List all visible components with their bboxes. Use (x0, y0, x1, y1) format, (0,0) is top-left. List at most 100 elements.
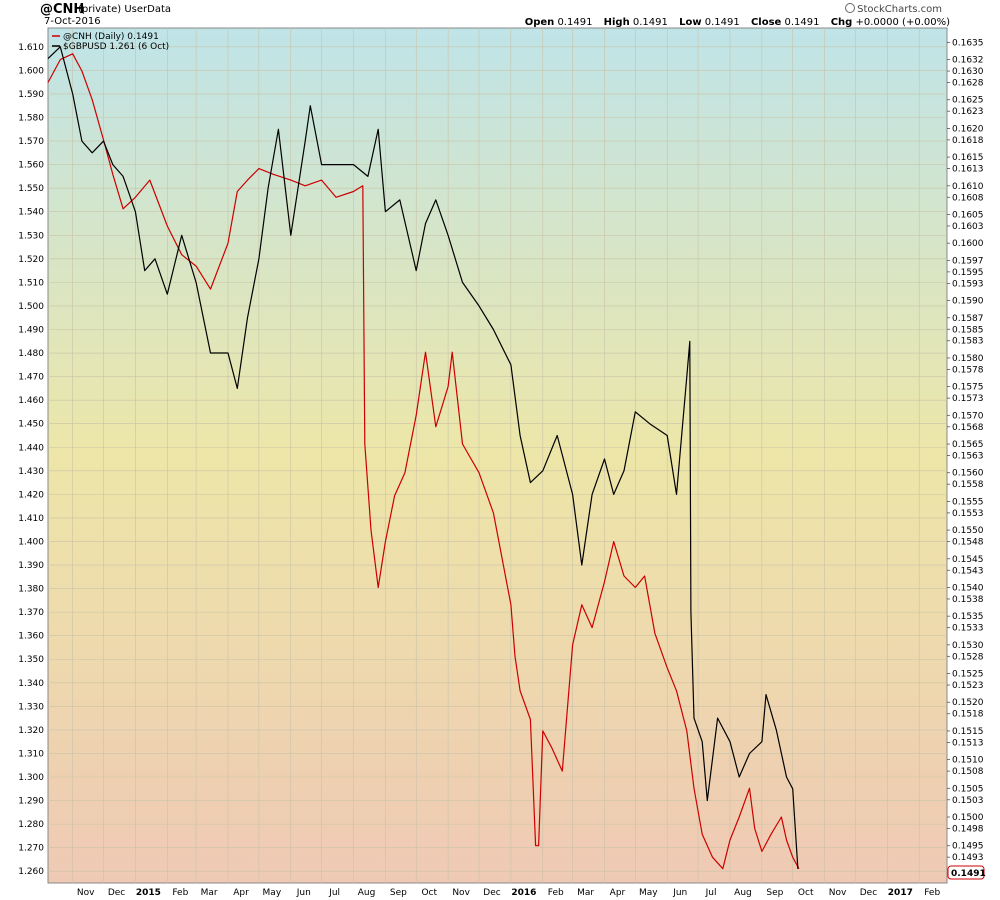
series-layer (47, 46, 800, 870)
x-tick-label: Nov (77, 888, 95, 898)
right-tick-label: 0.1500 (952, 813, 984, 823)
right-tick-label: 0.1583 (952, 337, 984, 347)
right-tick-label: 0.1632 (952, 56, 984, 66)
brand-watermark[interactable]: StockCharts.com (845, 3, 942, 15)
ohlc-readout: Open 0.1491 High 0.1491 Low 0.1491 Close… (525, 17, 950, 28)
right-tick-label: 0.1535 (952, 612, 984, 622)
x-tick-label: Aug (358, 888, 376, 898)
plot-area (47, 27, 948, 884)
left-tick-label: 1.280 (18, 820, 44, 830)
x-tick-label: Mar (201, 888, 218, 898)
right-tick-label: 0.1575 (952, 383, 984, 393)
left-tick-label: 1.470 (18, 373, 44, 383)
right-tick-label: 0.1570 (952, 411, 984, 421)
right-tick-label: 0.1505 (952, 784, 984, 794)
left-tick-label: 1.290 (18, 797, 44, 807)
x-tick-label: Jul (328, 888, 340, 898)
right-tick-label: 0.1563 (952, 452, 984, 462)
left-tick-label: 1.500 (18, 302, 44, 312)
right-tick-label: 0.1508 (952, 767, 984, 777)
right-tick-label: 0.1578 (952, 365, 984, 375)
legend: @CNH (Daily) 0.1491 $GBPUSD 1.261 (6 Oct… (52, 32, 169, 52)
low-value: 0.1491 (704, 17, 740, 28)
x-tick-label: May (263, 888, 282, 898)
right-tick-label: 0.1587 (952, 314, 984, 324)
legend-label-cnh: @CNH (Daily) 0.1491 (63, 32, 159, 42)
left-tick-label: 1.420 (18, 490, 44, 500)
right-tick-label: 0.1618 (952, 136, 984, 146)
left-tick-label: 1.490 (18, 325, 44, 335)
right-tick-label: 0.1498 (952, 824, 984, 834)
left-tick-label: 1.540 (18, 208, 44, 218)
right-tick-label: 0.1580 (952, 354, 984, 364)
right-tick-label: 0.1548 (952, 538, 984, 548)
x-tick-label: Jun (672, 888, 687, 898)
x-tick-label: Sep (766, 888, 783, 898)
gridlines (48, 28, 947, 883)
right-tick-label: 0.1568 (952, 423, 984, 433)
open-label: Open (524, 17, 555, 28)
x-tick-label: Feb (548, 888, 564, 898)
x-tick-label: Dec (108, 888, 125, 898)
right-tick-label: 0.1555 (952, 497, 984, 507)
right-tick-label: 0.1523 (952, 681, 984, 691)
x-tick-label: Dec (860, 888, 877, 898)
x-tick-label: Apr (610, 888, 626, 898)
low-label: Low (679, 17, 702, 28)
left-tick-label: 1.530 (18, 231, 44, 241)
right-tick-label: 0.1625 (952, 96, 984, 106)
x-tick-label: 2016 (511, 888, 536, 898)
x-tick-label: Dec (483, 888, 500, 898)
right-tick-label: 0.1528 (952, 652, 984, 662)
left-tick-label: 1.380 (18, 585, 44, 595)
series-line-cnh (47, 53, 800, 870)
close-label: Close (750, 17, 782, 28)
left-tick-label: 1.520 (18, 255, 44, 265)
right-tick-label: 0.1620 (952, 124, 984, 134)
left-tick-label: 1.610 (18, 43, 44, 53)
high-label: High (603, 17, 630, 28)
left-tick-label: 1.460 (18, 396, 44, 406)
left-tick-label: 1.570 (18, 137, 44, 147)
right-tick-label: 0.1550 (952, 526, 984, 536)
high-value: 0.1491 (632, 17, 668, 28)
right-tick-label: 0.1630 (952, 67, 984, 77)
x-tick-label: May (639, 888, 658, 898)
right-tick-label: 0.1605 (952, 210, 984, 220)
right-tick-label: 0.1538 (952, 595, 984, 605)
x-tick-label: Feb (172, 888, 188, 898)
x-tick-label: Jul (705, 888, 717, 898)
right-tick-label: 0.1600 (952, 239, 984, 249)
x-axis: Nov Dec 2015 Feb Mar Apr May Jun Jul Aug Sep Oct Nov… (77, 888, 941, 898)
left-tick-label: 1.260 (18, 867, 44, 877)
last-value-badge: 0.1491 (947, 865, 986, 880)
left-tick-label: 1.360 (18, 632, 44, 642)
left-tick-label: 1.350 (18, 655, 44, 665)
right-tick-label: 0.1573 (952, 394, 984, 404)
globe-icon (845, 3, 856, 13)
x-tick-label: Oct (798, 888, 814, 898)
chart-date: 7-Oct-2016 (44, 16, 101, 27)
right-tick-label: 0.1590 (952, 297, 984, 307)
series-line-gbpusd (47, 46, 799, 869)
left-tick-label: 1.450 (18, 420, 44, 430)
chart-subtitle: (private) UserData (78, 4, 172, 15)
chg-value: +0.0000 (+0.00%) (855, 17, 951, 28)
chg-label: Chg (830, 17, 853, 28)
legend-label-gbpusd: $GBPUSD 1.261 (6 Oct) (63, 42, 169, 52)
left-tick-label: 1.310 (18, 749, 44, 759)
x-tick-label: Sep (390, 888, 407, 898)
right-tick-label: 0.1545 (952, 555, 984, 565)
right-tick-label: 0.1597 (952, 256, 984, 266)
left-tick-label: 1.600 (18, 66, 44, 76)
brand-label: StockCharts.com (857, 4, 942, 15)
x-tick-label: Apr (233, 888, 249, 898)
x-tick-label: Oct (421, 888, 437, 898)
right-tick-label: 0.1543 (952, 566, 984, 576)
right-tick-label: 0.1608 (952, 193, 984, 203)
chart-symbol: @CNH (40, 2, 85, 17)
right-tick-label: 0.1525 (952, 670, 984, 680)
right-tick-label: 0.1560 (952, 469, 984, 479)
